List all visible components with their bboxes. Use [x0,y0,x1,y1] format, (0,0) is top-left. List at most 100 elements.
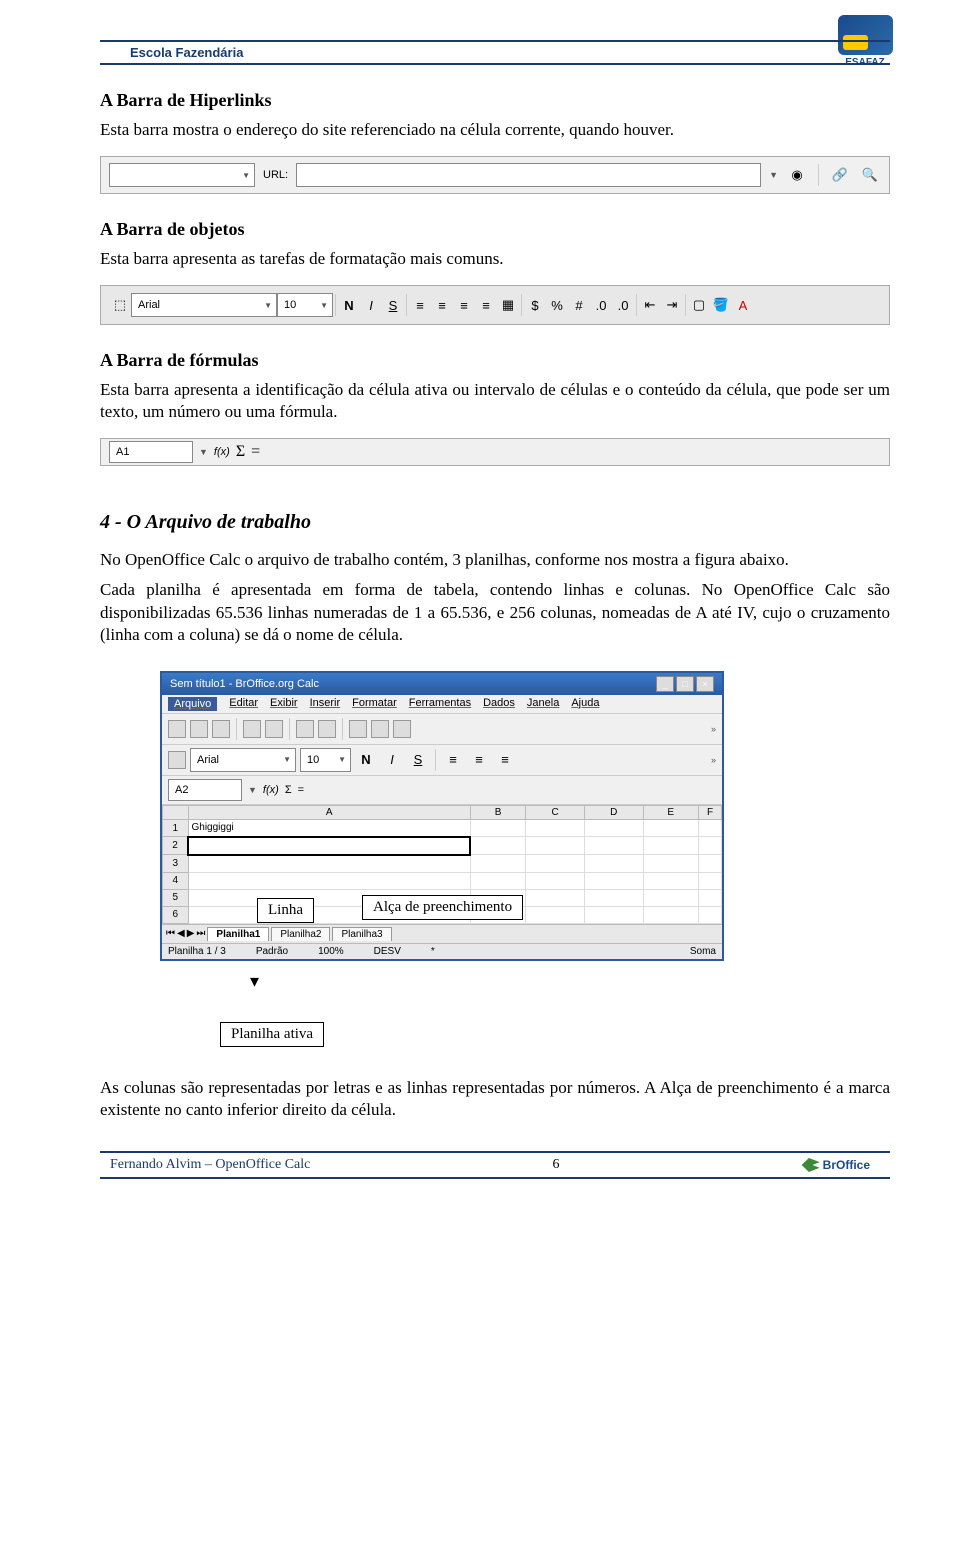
sigma-button[interactable]: Σ [236,443,245,461]
tab-planilha1[interactable]: Planilha1 [207,927,269,941]
indent-inc-icon[interactable]: ⇥ [661,294,683,316]
ss-sigma[interactable]: Σ [285,784,292,796]
tab-planilha2[interactable]: Planilha2 [271,927,330,941]
row-1[interactable]: 1 [163,819,189,837]
font-combo[interactable]: Arial [131,293,277,317]
ss-fx[interactable]: f(x) [263,784,279,796]
align-center-icon[interactable]: ≡ [431,294,453,316]
print-icon[interactable] [243,720,261,738]
indent-dec-icon[interactable]: ⇤ [639,294,661,316]
fill-icon[interactable]: 🪣 [710,294,732,316]
ss-cell-ref[interactable]: A2 [168,779,242,801]
copy-icon[interactable] [371,720,389,738]
italic-button[interactable]: I [360,294,382,316]
percent-icon[interactable]: % [546,294,568,316]
ss-eq[interactable]: = [298,784,304,796]
tab-nav-first[interactable]: ⏮ [166,928,175,939]
ss-size-combo[interactable]: 10 [300,748,351,772]
name-combo[interactable] [109,163,255,187]
link-icon[interactable]: 🔗 [829,164,851,186]
dec-rem-icon[interactable]: .0 [612,294,634,316]
tab-nav-prev[interactable]: ◀ [177,928,185,939]
styles-icon[interactable] [168,751,186,769]
status-bar: Planilha 1 / 3 Padrão 100% DESV * Soma [162,943,722,959]
tab-planilha3[interactable]: Planilha3 [332,927,391,941]
ss-align-left[interactable]: ≡ [442,749,464,771]
align-right-icon[interactable]: ≡ [453,294,475,316]
col-a[interactable]: A [188,805,470,819]
format-toolbar: ⬚ Arial 10 N I S ≡ ≡ ≡ ≡ ▦ $ % # .0 .0 ⇤… [100,285,890,325]
fx-button[interactable]: f(x) [214,446,230,458]
menu-exibir[interactable]: Exibir [270,697,298,711]
target-icon[interactable]: ◉ [786,164,808,186]
workfile-title: 4 - O Arquivo de trabalho [100,511,890,534]
align-justify-icon[interactable]: ≡ [475,294,497,316]
row-3[interactable]: 3 [163,855,189,873]
callout-alca: Alça de preenchimento [362,895,523,920]
menu-inserir[interactable]: Inserir [310,697,341,711]
hyperlink-toolbar: URL: ▼ ◉ 🔗 🔍 [100,156,890,194]
number-icon[interactable]: # [568,294,590,316]
font-color-icon[interactable]: A [732,294,754,316]
align-left-icon[interactable]: ≡ [409,294,431,316]
header-bar: Escola Fazendária [100,40,890,65]
currency-icon[interactable]: $ [524,294,546,316]
find-icon[interactable]: 🔍 [859,164,881,186]
overflow-icon[interactable]: » [711,755,716,765]
ss-font-combo[interactable]: Arial [190,748,296,772]
spell-icon[interactable] [296,720,314,738]
arrow-down-icon: ▾ [250,971,890,992]
row-2[interactable]: 2 [163,837,189,855]
size-combo[interactable]: 10 [277,293,333,317]
dec-add-icon[interactable]: .0 [590,294,612,316]
tab-nav-last[interactable]: ⏭ [196,928,205,939]
styles-icon[interactable]: ⬚ [109,294,131,316]
menu-arquivo[interactable]: Arquivo [168,697,217,711]
callout-linha: Linha [257,898,314,923]
bold-button[interactable]: N [338,294,360,316]
url-field[interactable] [296,163,761,187]
ss-underline[interactable]: S [407,749,429,771]
chevron-icon[interactable]: ▼ [248,785,257,795]
chevron-down-icon[interactable]: ▼ [199,447,208,457]
ss-align-right[interactable]: ≡ [494,749,516,771]
col-f[interactable]: F [699,805,722,819]
preview-icon[interactable] [265,720,283,738]
row-6[interactable]: 6 [163,906,189,923]
tab-nav-next[interactable]: ▶ [187,928,195,939]
maximize-button[interactable]: □ [676,676,694,692]
menu-editar[interactable]: Editar [229,697,258,711]
hyperlinks-title: A Barra de Hiperlinks [100,90,890,111]
equals-button[interactable]: = [251,443,260,461]
col-b[interactable]: B [470,805,525,819]
overflow-icon[interactable]: » [711,724,716,734]
merge-icon[interactable]: ▦ [497,294,519,316]
open-icon[interactable] [190,720,208,738]
ss-italic[interactable]: I [381,749,403,771]
minimize-button[interactable]: _ [656,676,674,692]
cell-a1[interactable]: Ghiggiggi [188,819,470,837]
menu-formatar[interactable]: Formatar [352,697,397,711]
close-button[interactable]: × [696,676,714,692]
row-4[interactable]: 4 [163,872,189,889]
menu-ajuda[interactable]: Ajuda [571,697,599,711]
new-icon[interactable] [168,720,186,738]
underline-button[interactable]: S [382,294,404,316]
chevron-down-icon[interactable]: ▼ [769,170,778,180]
col-d[interactable]: D [584,805,643,819]
auto-icon[interactable] [318,720,336,738]
ss-align-center[interactable]: ≡ [468,749,490,771]
row-5[interactable]: 5 [163,889,189,906]
border-icon[interactable]: ▢ [688,294,710,316]
menu-dados[interactable]: Dados [483,697,515,711]
menu-janela[interactable]: Janela [527,697,559,711]
save-icon[interactable] [212,720,230,738]
status-zoom: 100% [318,946,344,957]
ss-bold[interactable]: N [355,749,377,771]
cut-icon[interactable] [349,720,367,738]
col-c[interactable]: C [526,805,585,819]
cell-reference[interactable]: A1 [109,441,193,463]
paste-icon[interactable] [393,720,411,738]
menu-ferramentas[interactable]: Ferramentas [409,697,471,711]
col-e[interactable]: E [643,805,698,819]
